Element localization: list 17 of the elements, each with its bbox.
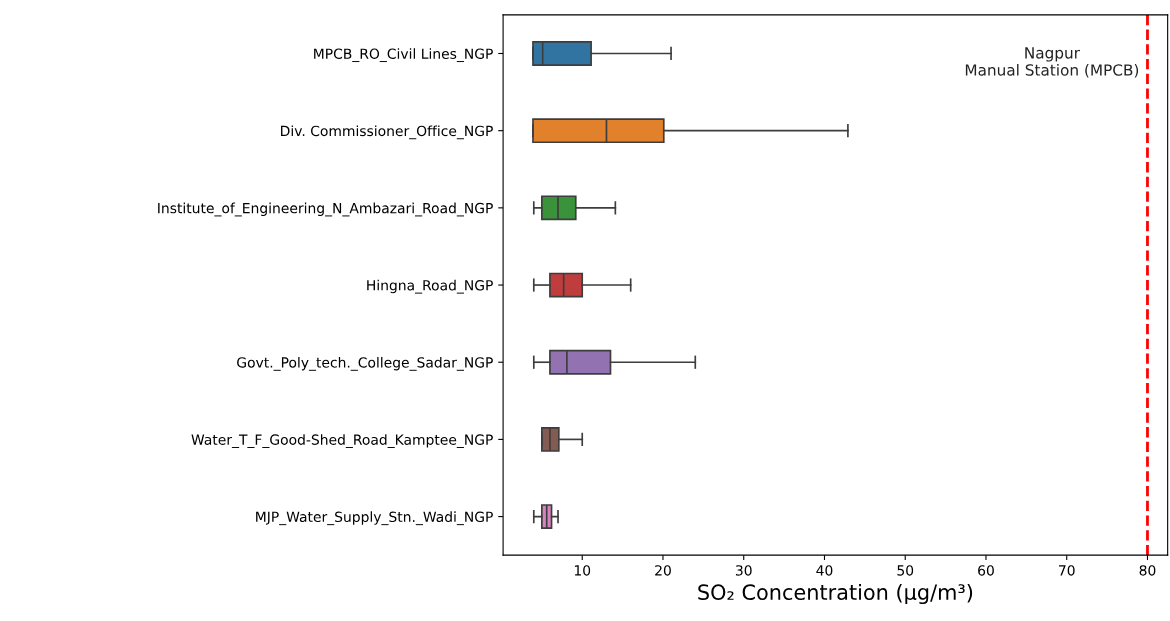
ref-line-label: Nagpur Manual Station (MPCB) [965, 47, 1139, 78]
x-tick-label: 40 [816, 565, 833, 576]
x-tick-label: 10 [574, 565, 591, 576]
x-tick-label: 60 [978, 565, 994, 576]
y-tick-label: MPCB_RO_Civil Lines_NGP [314, 48, 493, 63]
y-tick-label: Hingna_Road_NGP [367, 279, 493, 294]
x-tick-label: 30 [735, 565, 752, 576]
x-tick-label: 50 [897, 565, 914, 576]
y-tick-label: Div. Commissioner_Office_NGP [281, 125, 493, 140]
x-tick-label: 80 [1139, 565, 1156, 576]
x-tick-label: 70 [1059, 565, 1075, 576]
y-tick-label: MJP_Water_Supply_Stn._Wadi_NGP [256, 511, 493, 526]
x-tick-label: 20 [655, 565, 671, 576]
y-tick-label: Govt._Poly_tech._College_Sadar_NGP [237, 356, 493, 371]
x-axis-title: SO₂ Concentration (μg/m³) [698, 583, 973, 605]
y-tick-label: Water_T_F_Good-Shed_Road_Kamptee_NGP [191, 434, 493, 448]
y-tick-label: Institute_of_Engineering_N_Ambazari_Road_NGP [158, 202, 493, 217]
